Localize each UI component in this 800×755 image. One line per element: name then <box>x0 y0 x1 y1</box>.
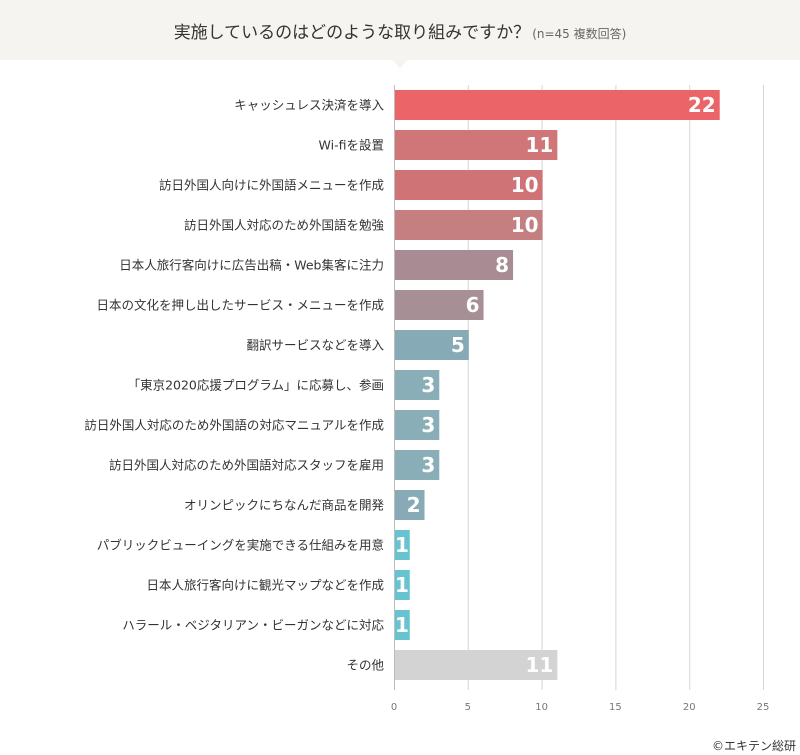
category-label: 日本人旅行客向けに広告出稿・Web集客に注力 <box>119 258 384 273</box>
category-label: 訪日外国人対応のため外国語対応スタッフを雇用 <box>109 458 384 473</box>
category-label: 翻訳サービスなどを導入 <box>246 338 384 353</box>
x-tick-label: 5 <box>465 702 471 713</box>
bar <box>395 530 410 560</box>
bar-value-label: 11 <box>526 133 554 157</box>
category-labels: キャッシュレス決済を導入 Wi-fiを設置訪日外国人向けに外国語メニューを作成訪日… <box>84 98 384 673</box>
bar <box>395 610 410 640</box>
bar <box>395 170 543 200</box>
category-label: 訪日外国人向けに外国語メニューを作成 <box>159 178 384 193</box>
category-label: その他 <box>346 658 384 673</box>
category-label: 「東京2020応援プログラム」に応募し、参画 <box>128 378 384 393</box>
bar-value-label: 10 <box>511 173 539 197</box>
bar-value-label: 3 <box>421 373 435 397</box>
bar <box>395 370 440 400</box>
x-tick-label: 0 <box>391 702 397 713</box>
category-label: キャッシュレス決済を導入 <box>234 98 384 113</box>
copyright-credit: ©エキテン総研 <box>711 739 796 753</box>
bar <box>395 490 425 520</box>
category-label: ハラール・ベジタリアン・ビーガンなどに対応 <box>122 618 384 633</box>
x-axis-ticks: 0 5 10 15 20 25 <box>391 702 770 713</box>
category-label: Wi-fiを設置 <box>319 138 384 153</box>
chart-header: 実施しているのはどのような取り組みですか？ (n=45 複数回答) <box>0 0 800 60</box>
bar <box>395 410 440 440</box>
bar-value-label: 2 <box>407 493 421 517</box>
x-tick-label: 20 <box>683 702 696 713</box>
bar <box>395 130 558 160</box>
bar <box>395 210 543 240</box>
bar <box>395 570 410 600</box>
bar <box>395 450 440 480</box>
category-label: 訪日外国人対応のため外国語を勉強 <box>184 218 385 233</box>
x-tick-label: 10 <box>535 702 548 713</box>
x-tick-label: 25 <box>757 702 770 713</box>
bar <box>395 290 484 320</box>
category-label: オリンピックにちなんだ商品を開発 <box>184 498 385 513</box>
bar-value-label: 5 <box>451 333 465 357</box>
category-label: 日本人旅行客向けに観光マップなどを作成 <box>146 578 384 593</box>
bar-value-label: 1 <box>395 573 409 597</box>
bar-value-label: 3 <box>421 413 435 437</box>
chart-title: 実施しているのはどのような取り組みですか？ (n=45 複数回答) <box>0 18 800 43</box>
category-label: パブリックビューイングを実施できる仕組みを用意 <box>97 538 384 553</box>
bar-value-label: 1 <box>395 613 409 637</box>
bar-value-label: 6 <box>466 293 480 317</box>
header-pointer <box>393 60 407 69</box>
bar <box>395 330 469 360</box>
chart-subtitle: (n=45 複数回答) <box>532 27 627 41</box>
bar <box>395 650 558 680</box>
bar-value-label: 11 <box>526 653 554 677</box>
bar-value-label: 3 <box>421 453 435 477</box>
x-tick-label: 15 <box>609 702 622 713</box>
bar-value-label: 1 <box>395 533 409 557</box>
bar <box>395 250 514 280</box>
category-label: 訪日外国人対応のため外国語の対応マニュアルを作成 <box>84 418 384 433</box>
bar-value-label: 22 <box>688 93 716 117</box>
bar <box>395 90 720 120</box>
bar-value-label: 8 <box>495 253 509 277</box>
chart-title-text: 実施しているのはどのような取り組みですか？ <box>173 23 531 43</box>
category-label: 日本の文化を押し出したサービス・メニューを作成 <box>96 298 384 313</box>
bar-value-label: 10 <box>511 213 539 237</box>
